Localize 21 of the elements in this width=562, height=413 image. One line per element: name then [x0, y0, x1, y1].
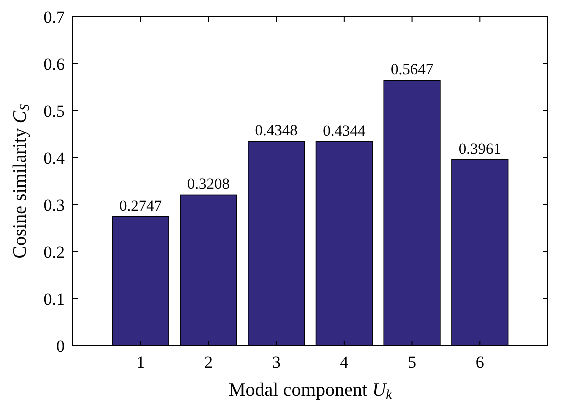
x-tick-label: 5: [408, 353, 417, 372]
y-tick-label: 0.5: [44, 102, 65, 121]
data-label: 0.4348: [255, 122, 298, 140]
y-tick-label: 0.6: [44, 54, 65, 74]
x-tick-label: 3: [272, 353, 281, 372]
data-label: 0.2747: [120, 198, 162, 215]
x-tick-label: 2: [204, 353, 213, 372]
y-tick-label: 0.2: [44, 242, 65, 262]
y-tick-label: 0.1: [44, 290, 65, 309]
y-tick-label: 0.7: [44, 8, 66, 27]
x-tick-label: 4: [340, 353, 350, 372]
y-tick-label: 0.4: [44, 148, 66, 168]
data-label: 0.3961: [458, 140, 502, 158]
y-tick-label: 0.3: [44, 196, 65, 215]
y-tick-label: 0: [56, 336, 65, 356]
x-tick-label: 1: [136, 353, 146, 372]
data-label: 0.5647: [390, 62, 434, 79]
data-label: 0.4344: [323, 122, 366, 140]
x-tick-label: 6: [476, 353, 484, 372]
x-axis-title: Modal component U$_{k}$: [228, 380, 394, 402]
data-label: 0.3208: [187, 176, 230, 194]
